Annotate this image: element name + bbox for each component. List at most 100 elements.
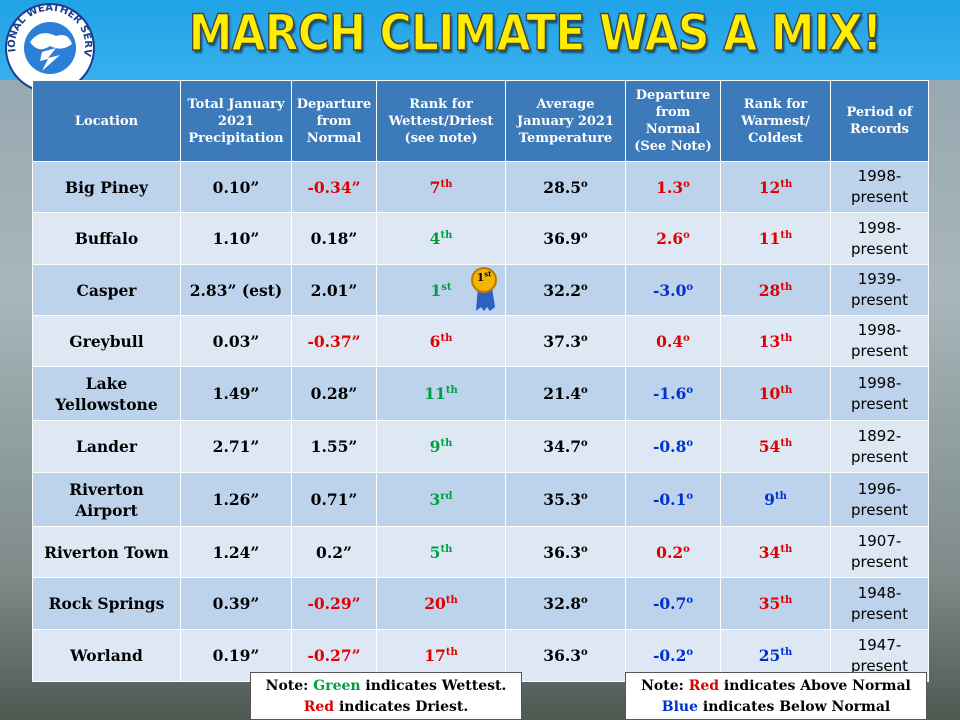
- table-cell: 2.01”: [291, 264, 377, 316]
- cell-text: 28.5: [543, 177, 582, 197]
- table-cell: 36.3o: [505, 526, 626, 578]
- cell-text: -0.7: [652, 594, 687, 613]
- cell-text: 1907-present: [850, 532, 909, 571]
- cell-text: 0.39”: [212, 594, 260, 613]
- table-cell: 1939-present: [830, 264, 929, 316]
- cell-text: 25: [758, 646, 781, 665]
- table-cell: 9th: [376, 420, 506, 473]
- cell-superscript: th: [445, 384, 458, 396]
- table-cell: Worland: [32, 629, 181, 682]
- cell-text: 0.71”: [310, 490, 358, 509]
- cell-text: 54: [758, 437, 781, 456]
- cell-text: 4: [429, 229, 441, 248]
- cell-text: 20: [424, 594, 446, 613]
- cell-text: 34.7: [543, 437, 582, 456]
- note-segment: Green: [313, 678, 361, 694]
- cell-text: 37.3: [543, 331, 582, 351]
- cell-text: Buffalo: [74, 229, 139, 248]
- column-header: Average January 2021 Temperature: [505, 80, 626, 162]
- table-cell: 1998-present: [830, 315, 929, 367]
- table-row: Lake Yellowstone 1.49” 0.28” 11th 21.4o -1.6o…: [32, 366, 929, 421]
- cell-superscript: o: [581, 490, 588, 502]
- note-line: Note: Green indicates Wettest.: [251, 676, 521, 697]
- table-cell: 12th: [720, 161, 831, 213]
- title-bar: [0, 0, 960, 80]
- cell-text: 7: [429, 177, 441, 197]
- cell-text: 1947-present: [850, 635, 909, 675]
- note-box: Note: Green indicates Wettest. Red indica…: [250, 672, 522, 720]
- cell-text: Rock Springs: [48, 594, 165, 613]
- cell-text: 1998-present: [850, 167, 909, 206]
- cell-superscript: rd: [440, 490, 453, 502]
- table-cell: 4th: [376, 212, 506, 265]
- cell-superscript: o: [686, 490, 694, 502]
- cell-text: 3: [429, 490, 441, 509]
- table-cell: Casper: [32, 264, 181, 316]
- table-row: Riverton Town 1.24” 0.2” 5th 36.3o 0.2o 34th 19…: [32, 526, 929, 578]
- table-cell: 1998-present: [830, 212, 929, 265]
- table-cell: 0.2”: [291, 526, 377, 578]
- cell-text: -0.34”: [307, 177, 361, 197]
- table-row: Lander 2.71” 1.55” 9th 34.7o -0.8o 54th 1892-pr…: [32, 420, 929, 473]
- cell-text: 1.10”: [212, 229, 260, 248]
- cell-text: Casper: [76, 280, 137, 300]
- cell-text: Riverton Town: [44, 542, 169, 562]
- table-cell: 3rd: [376, 472, 506, 527]
- cell-text: 1996-present: [850, 479, 909, 519]
- cell-text: Lake Yellowstone: [55, 373, 158, 414]
- table-cell: -0.8o: [625, 420, 721, 473]
- table-cell: 28.5o: [505, 161, 626, 213]
- cell-text: -0.8: [652, 437, 687, 456]
- table-cell: 54th: [720, 420, 831, 473]
- cell-text: Worland: [70, 646, 143, 665]
- table-cell: 36.3o: [505, 629, 626, 682]
- cell-text: 32.2: [543, 280, 582, 300]
- cell-superscript: o: [683, 543, 690, 555]
- cell-text: 1998-present: [850, 218, 909, 258]
- cell-superscript: o: [686, 281, 694, 293]
- cell-text: 36.3: [543, 646, 582, 665]
- table-cell: 0.4o: [625, 315, 721, 367]
- table-cell: Buffalo: [32, 212, 181, 265]
- table-cell: 1.49”: [180, 366, 292, 421]
- cell-superscript: th: [445, 646, 458, 658]
- table-cell: 7th: [376, 161, 506, 213]
- cell-superscript: th: [780, 229, 793, 241]
- column-header: Departure from Normal: [291, 80, 377, 162]
- table-cell: -0.37”: [291, 315, 377, 367]
- cell-text: 1.24”: [212, 542, 260, 562]
- table-cell: 1.24”: [180, 526, 292, 578]
- table-row: Riverton Airport 1.26” 0.71” 3rd 35.3o -0.1o 9…: [32, 472, 929, 527]
- table-cell: 9th: [720, 472, 831, 527]
- table-cell: 1.3o: [625, 161, 721, 213]
- cell-superscript: o: [581, 384, 588, 396]
- cell-superscript: th: [440, 543, 453, 555]
- cell-superscript: o: [686, 594, 694, 606]
- table-cell: 2.71”: [180, 420, 292, 473]
- cell-text: Big Piney: [65, 177, 148, 197]
- table-cell: 2.83” (est): [180, 264, 292, 316]
- cell-superscript: th: [780, 178, 793, 190]
- note-segment: indicates Below Normal: [698, 699, 891, 715]
- cell-text: 34: [758, 542, 781, 562]
- table-row: Casper 2.83” (est) 2.01” 1st 1st 32.2o -3.0o 28…: [32, 264, 929, 316]
- cell-superscript: o: [581, 229, 588, 241]
- cell-text: Riverton Airport: [69, 479, 144, 520]
- cell-text: -0.2: [652, 646, 687, 665]
- table-cell: Lander: [32, 420, 181, 473]
- table-cell: 11th: [376, 366, 506, 421]
- table-cell: -0.1o: [625, 472, 721, 527]
- cell-text: 0.10”: [212, 177, 260, 197]
- cell-text: 1998-present: [850, 373, 909, 413]
- cell-superscript: th: [440, 332, 453, 344]
- table-cell: Riverton Town: [32, 526, 181, 578]
- table-cell: 11th: [720, 212, 831, 265]
- cell-text: 10: [758, 384, 781, 403]
- cell-text: 1.3: [656, 177, 684, 197]
- table-cell: 1.10”: [180, 212, 292, 265]
- table-row: Rock Springs 0.39” -0.29” 20th 32.8o -0.7o 35t…: [32, 577, 929, 630]
- cell-text: 1939-present: [850, 270, 909, 309]
- column-header: Rank for Warmest/ Coldest: [720, 80, 831, 162]
- column-header: Rank for Wettest/Driest (see note): [376, 80, 506, 162]
